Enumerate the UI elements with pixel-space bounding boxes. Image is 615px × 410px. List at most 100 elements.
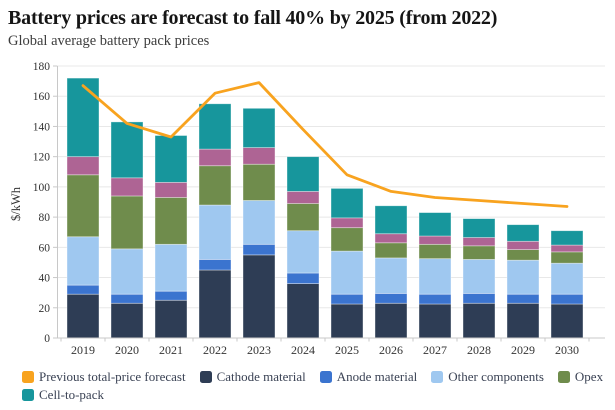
- x-tick-label: 2026: [379, 343, 403, 357]
- x-tick-label: 2025: [335, 343, 359, 357]
- legend-label: Other components: [448, 369, 544, 384]
- bar-segment: [66, 284, 100, 295]
- bar-segment: [462, 302, 496, 339]
- bar-segment: [110, 248, 144, 295]
- bar-segment: [418, 212, 452, 237]
- bar-segment: [418, 303, 452, 339]
- y-tick-label: 120: [33, 152, 51, 164]
- legend-item: Opex: [557, 369, 604, 385]
- bar-segment: [154, 135, 188, 183]
- y-tick-label: 80: [39, 212, 51, 224]
- bar-segment: [198, 259, 232, 271]
- legend-label: Opex: [574, 369, 604, 384]
- bar-segment: [330, 250, 364, 295]
- bar-2026: [374, 205, 408, 339]
- bar-segment: [462, 237, 496, 247]
- legend-swatch-icon: [199, 371, 212, 383]
- bar-segment: [374, 257, 408, 294]
- x-tick-label: 2022: [203, 343, 227, 357]
- bar-segment: [418, 293, 452, 305]
- bar-segment: [550, 303, 584, 339]
- x-tick-label: 2020: [115, 343, 139, 357]
- legend-label: Previous total-price forecast: [39, 369, 186, 384]
- bar-segment: [506, 224, 540, 242]
- x-tick-label: 2027: [423, 343, 447, 357]
- chart-title: Battery prices are forecast to fall 40% …: [8, 7, 498, 29]
- bar-segment: [330, 217, 364, 229]
- bar-segment: [374, 242, 408, 259]
- forecast-line-layer: [81, 81, 569, 208]
- bar-segment: [242, 147, 276, 165]
- bar-segment: [286, 156, 320, 192]
- legend-row-1: Previous total-price forecast Cathode mat…: [22, 369, 615, 385]
- bar-segment: [550, 251, 584, 264]
- bar-segment: [330, 188, 364, 219]
- bar-segment: [242, 163, 276, 201]
- bar-segment: [506, 240, 540, 250]
- bar-segment: [330, 303, 364, 339]
- bar-segment: [330, 227, 364, 252]
- stacked-bars: [66, 77, 584, 339]
- legend-label: Anode material: [336, 369, 418, 384]
- x-tick-label: 2029: [511, 343, 535, 357]
- y-tick-label: 0: [44, 333, 50, 345]
- bar-segment: [286, 272, 320, 284]
- y-tick-label: 100: [33, 182, 51, 194]
- bar-segment: [286, 283, 320, 339]
- legend-swatch-icon: [319, 371, 332, 383]
- y-tick-label: 20: [39, 303, 51, 315]
- bar-2027: [418, 212, 452, 339]
- x-tick-label: 2030: [555, 343, 579, 357]
- bar-segment: [110, 195, 144, 250]
- bar-segment: [110, 121, 144, 179]
- bar-segment: [154, 290, 188, 301]
- bar-segment: [198, 269, 232, 339]
- bar-2023: [242, 107, 276, 339]
- legend-item: Cell-to-pack: [22, 387, 104, 403]
- bar-segment: [550, 244, 584, 253]
- bar-2019: [66, 77, 100, 339]
- bar-segment: [66, 293, 100, 339]
- bar-segment: [198, 165, 232, 206]
- bar-2024: [286, 156, 320, 339]
- y-tick-label: 160: [33, 91, 51, 103]
- bar-segment: [198, 204, 232, 260]
- bar-segment: [550, 230, 584, 246]
- bar-segment: [550, 293, 584, 305]
- bar-2020: [110, 121, 144, 339]
- y-tick-label: 40: [39, 273, 51, 285]
- chart-legend: Previous total-price forecast Cathode mat…: [22, 369, 615, 403]
- bar-segment: [462, 245, 496, 260]
- bar-segment: [66, 156, 100, 176]
- bar-segment: [418, 243, 452, 260]
- bar-segment: [286, 191, 320, 204]
- bar-segment: [506, 259, 540, 295]
- bar-segment: [110, 177, 144, 197]
- bar-segment: [242, 254, 276, 339]
- bar-2021: [154, 135, 188, 339]
- legend-item: Cathode material: [199, 369, 306, 385]
- bar-2029: [506, 224, 540, 339]
- y-axis-label: $/kWh: [9, 186, 23, 221]
- x-tick-label: 2021: [159, 343, 183, 357]
- legend-item: Anode material: [319, 369, 418, 385]
- y-tick-label: 140: [33, 121, 51, 133]
- y-tick-label: 60: [39, 242, 51, 254]
- bar-segment: [374, 302, 408, 339]
- bar-segment: [374, 205, 408, 235]
- bar-segment: [462, 293, 496, 304]
- bar-segment: [462, 218, 496, 238]
- legend-label: Cell-to-pack: [39, 387, 104, 402]
- x-tick-label: 2023: [247, 343, 271, 357]
- y-tick-label: 180: [33, 61, 51, 73]
- bar-segment: [286, 230, 320, 274]
- chart-header: Battery prices are forecast to fall 40% …: [0, 0, 615, 54]
- bar-segment: [66, 236, 100, 286]
- bar-segment: [418, 258, 452, 295]
- bar-2022: [198, 103, 232, 339]
- bar-segment: [506, 293, 540, 304]
- legend-row-2: Cell-to-pack: [22, 387, 615, 403]
- bar-segment: [154, 181, 188, 198]
- bar-segment: [506, 302, 540, 339]
- battery-price-stacked-bar-chart: 0 20 40 60 80 100 120 140 160 180 2019 2020 2021 2022…: [9, 61, 605, 357]
